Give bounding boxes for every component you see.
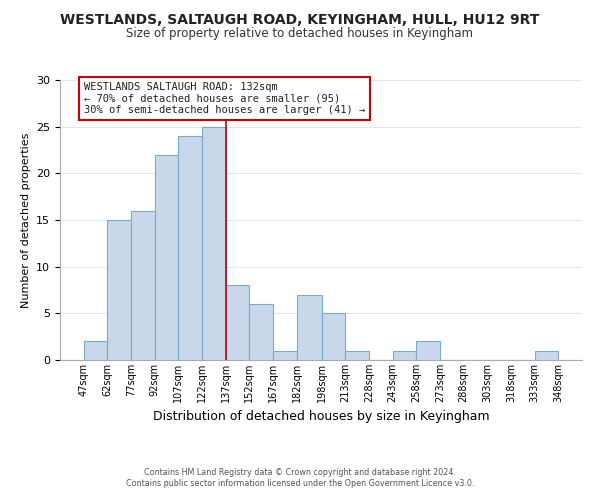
- Text: Contains HM Land Registry data © Crown copyright and database right 2024.
Contai: Contains HM Land Registry data © Crown c…: [126, 468, 474, 487]
- Bar: [273, 350, 296, 360]
- Bar: [416, 342, 440, 360]
- Text: WESTLANDS SALTAUGH ROAD: 132sqm
← 70% of detached houses are smaller (95)
30% of: WESTLANDS SALTAUGH ROAD: 132sqm ← 70% of…: [84, 82, 365, 115]
- Bar: [535, 350, 558, 360]
- Bar: [393, 350, 416, 360]
- Bar: [178, 136, 202, 360]
- Bar: [226, 286, 249, 360]
- Bar: [155, 154, 178, 360]
- X-axis label: Distribution of detached houses by size in Keyingham: Distribution of detached houses by size …: [152, 410, 490, 424]
- Bar: [202, 126, 226, 360]
- Bar: [346, 350, 369, 360]
- Bar: [131, 210, 155, 360]
- Bar: [322, 314, 346, 360]
- Text: Size of property relative to detached houses in Keyingham: Size of property relative to detached ho…: [127, 28, 473, 40]
- Bar: [296, 294, 322, 360]
- Bar: [249, 304, 273, 360]
- Y-axis label: Number of detached properties: Number of detached properties: [20, 132, 31, 308]
- Bar: [107, 220, 131, 360]
- Bar: [84, 342, 107, 360]
- Text: WESTLANDS, SALTAUGH ROAD, KEYINGHAM, HULL, HU12 9RT: WESTLANDS, SALTAUGH ROAD, KEYINGHAM, HUL…: [61, 12, 539, 26]
